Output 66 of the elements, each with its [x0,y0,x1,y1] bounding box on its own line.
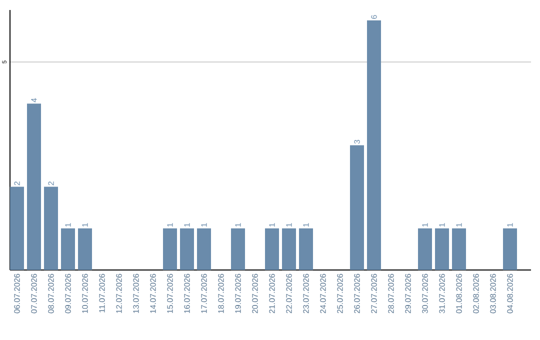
data-label: 1 [65,223,71,227]
data-label: 2 [48,182,54,186]
data-label: 1 [201,223,207,227]
data-label: 1 [507,223,513,227]
data-label: 1 [439,223,445,227]
x-tick-label: 08.07.2026 [48,274,54,314]
bar [78,228,92,270]
data-label: 1 [286,223,292,227]
x-tick-label: 14.07.2026 [150,274,156,313]
x-tick-label: 28.07.2026 [388,274,394,314]
x-tick-label: 06.07.2026 [14,274,20,314]
x-tick-label: 01.08.2026 [456,274,462,314]
x-tick-label: 25.07.2026 [337,274,343,314]
data-label: 1 [167,223,173,227]
bar [299,228,314,270]
data-label: 6 [371,15,377,19]
bar [44,186,58,270]
bar [503,228,518,270]
data-label: 1 [456,223,462,227]
data-label: 1 [269,223,275,227]
bar [231,228,246,270]
bar [180,228,194,270]
bar [27,104,41,270]
bar [435,228,450,270]
data-label: 1 [184,223,190,227]
x-tick-label: 07.07.2026 [31,274,37,314]
x-tick-label: 04.08.2026 [507,274,513,314]
x-tick-label: 31.07.2026 [439,274,445,314]
x-tick-label: 16.07.2026 [184,274,190,313]
x-tick-label: 03.08.2026 [490,274,496,314]
x-tick-label: 02.08.2026 [473,274,479,314]
x-tick-label: 15.07.2026 [167,274,173,313]
x-tick-label: 17.07.2026 [201,274,207,313]
data-label: 3 [354,140,360,144]
bar [350,145,364,270]
x-tick-label: 29.07.2026 [405,274,411,314]
x-tick-label: 18.07.2026 [218,274,224,313]
data-label: 2 [14,182,20,186]
data-label: 1 [303,223,309,227]
bar [367,20,382,270]
bar [418,228,432,270]
data-label: 1 [82,223,88,227]
data-label: 4 [31,98,37,102]
x-tick-label: 09.07.2026 [65,274,71,314]
x-tick-label: 11.07.2026 [99,274,105,312]
bar [197,228,212,270]
x-tick-label: 23.07.2026 [303,274,309,314]
x-tick-label: 21.07.2026 [269,274,275,314]
bar [10,186,24,270]
x-tick-label: 13.07.2026 [133,274,139,313]
x-tick-label: 22.07.2026 [286,274,292,314]
x-tick-label: 30.07.2026 [422,274,428,314]
data-label: 1 [422,223,428,227]
bar [452,228,466,270]
x-tick-label: 10.07.2026 [82,274,88,313]
x-tick-label: 12.07.2026 [116,274,122,313]
x-tick-label: 19.07.2026 [235,274,241,313]
data-label: 1 [235,223,241,227]
x-tick-label: 24.07.2026 [320,274,326,314]
x-tick-label: 20.07.2026 [252,274,258,314]
bar [282,228,296,270]
bar [163,228,177,270]
bar [61,228,75,270]
x-tick-label: 26.07.2026 [354,274,360,314]
x-tick-label: 27.07.2026 [371,274,377,314]
bar [265,228,280,270]
